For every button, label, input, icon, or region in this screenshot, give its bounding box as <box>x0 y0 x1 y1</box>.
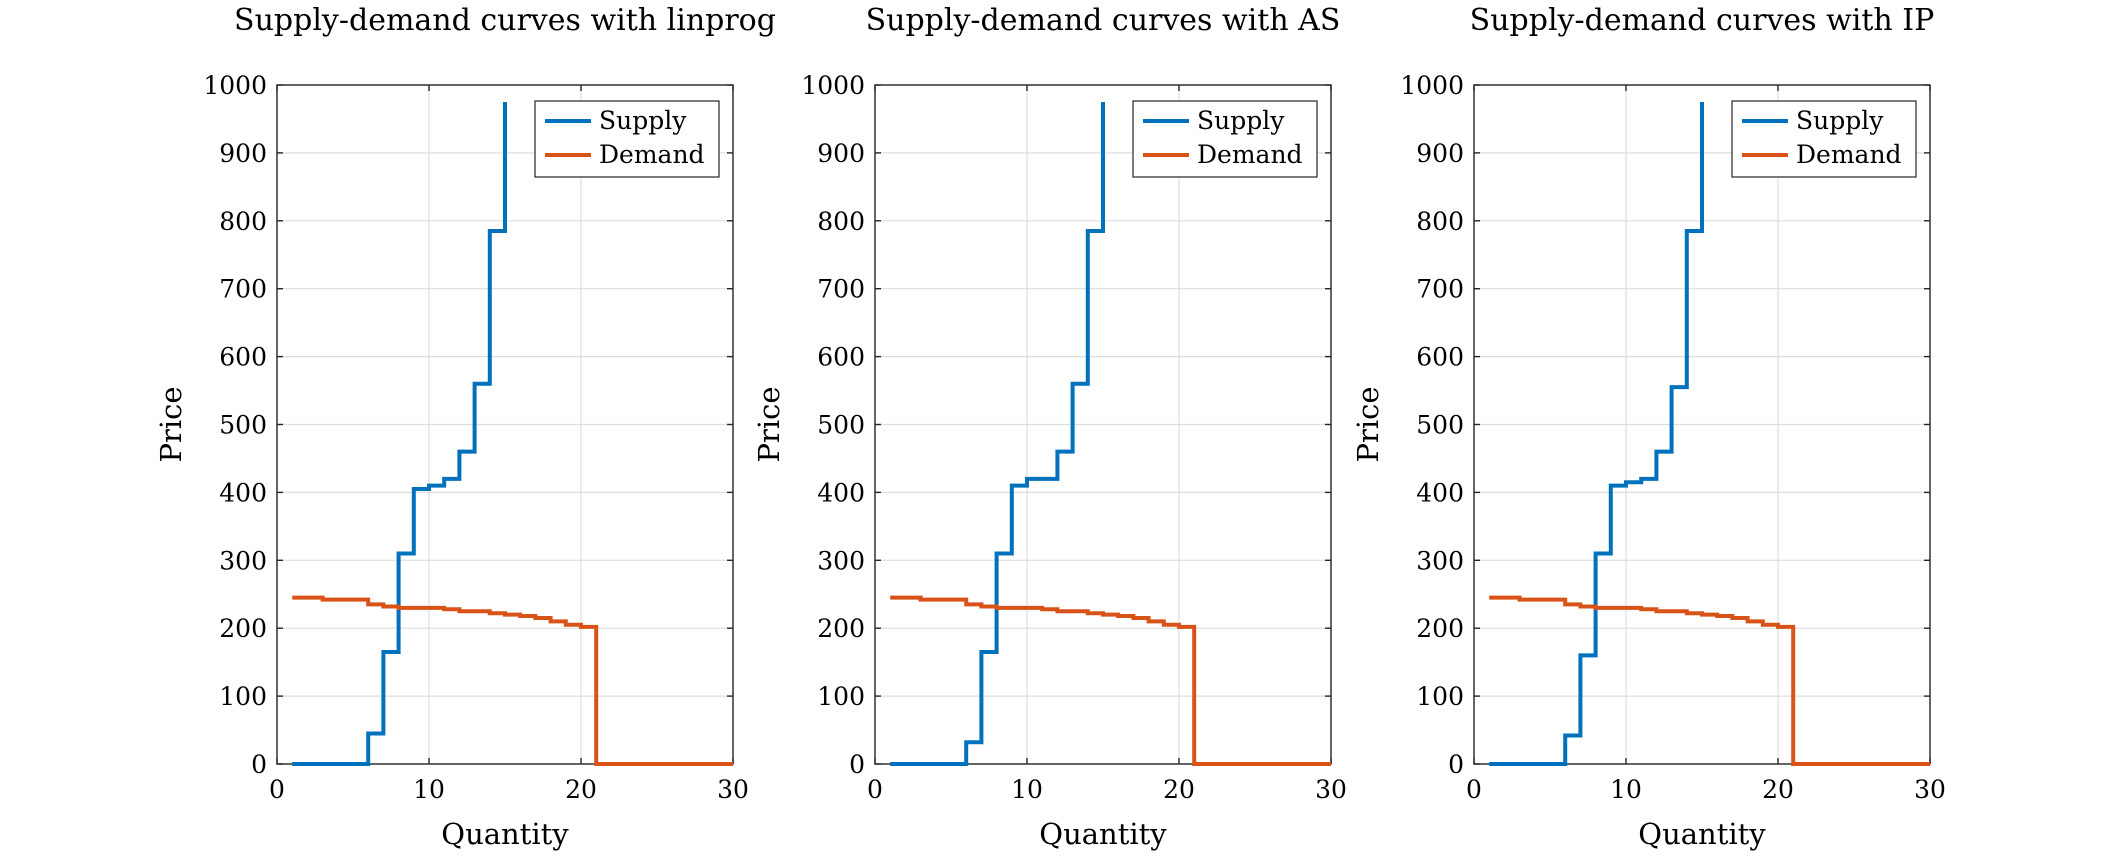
y-tick-label: 800 <box>219 207 267 236</box>
y-tick-label: 1000 <box>203 71 267 100</box>
x-tick-label: 30 <box>1315 775 1347 804</box>
legend-label-demand: Demand <box>1796 140 1902 169</box>
y-tick-label: 0 <box>849 750 865 779</box>
y-tick-label: 200 <box>1416 614 1464 643</box>
series-group <box>1489 101 1930 766</box>
series-group <box>890 101 1331 766</box>
y-tick-label: 400 <box>817 478 865 507</box>
x-axis-label: Quantity <box>1638 817 1766 851</box>
series-line-demand <box>890 595 1331 766</box>
y-tick-label: 0 <box>251 750 267 779</box>
x-tick-label: 20 <box>1163 775 1195 804</box>
series-line-supply <box>890 101 1105 766</box>
y-tick-label: 900 <box>219 139 267 168</box>
legend-label-supply: Supply <box>599 106 687 135</box>
y-tick-label: 1000 <box>1400 71 1464 100</box>
y-tick-label: 500 <box>817 411 865 440</box>
x-tick-label: 10 <box>413 775 445 804</box>
series-line-supply <box>292 101 507 766</box>
x-axis-label: Quantity <box>441 817 569 851</box>
series-line-demand <box>1489 595 1930 766</box>
y-axis-label: Price <box>154 386 188 462</box>
legend-label-supply: Supply <box>1197 106 1285 135</box>
legend-box <box>1731 100 1917 178</box>
y-tick-label: 800 <box>817 207 865 236</box>
chart-panel-1: 0 10 20 3001002003004005006007008009001000S… <box>154 3 776 851</box>
y-tick-label: 700 <box>219 275 267 304</box>
x-tick-label: 0 <box>867 775 883 804</box>
x-tick-label: 10 <box>1610 775 1642 804</box>
chart-title: Supply-demand curves with AS <box>866 3 1341 38</box>
y-tick-label: 300 <box>817 546 865 575</box>
y-tick-label: 200 <box>219 614 267 643</box>
x-axis-label: Quantity <box>1039 817 1167 851</box>
chart-panel-2: 0 10 20 3001002003004005006007008009001000S… <box>752 3 1347 851</box>
y-tick-label: 100 <box>219 682 267 711</box>
legend-label-supply: Supply <box>1796 106 1884 135</box>
chart-title: Supply-demand curves with linprog <box>234 3 776 38</box>
legend-box <box>534 100 720 178</box>
chart-title: Supply-demand curves with IP <box>1470 3 1935 38</box>
x-tick-label: 30 <box>1914 775 1946 804</box>
legend: Supply Demand <box>1132 100 1318 178</box>
charts-container: 0 10 20 3001002003004005006007008009001000S… <box>154 3 1946 851</box>
y-tick-label: 100 <box>1416 682 1464 711</box>
legend: Supply Demand <box>1731 100 1917 178</box>
y-tick-label: 600 <box>219 343 267 372</box>
y-axis-label: Price <box>1351 386 1385 462</box>
legend-box <box>1132 100 1318 178</box>
y-tick-label: 900 <box>1416 139 1464 168</box>
series-line-demand <box>292 595 733 766</box>
series-line-supply <box>1489 101 1704 766</box>
x-tick-label: 10 <box>1011 775 1043 804</box>
legend-label-demand: Demand <box>599 140 705 169</box>
x-tick-label: 30 <box>717 775 749 804</box>
y-tick-label: 700 <box>1416 275 1464 304</box>
x-tick-label: 0 <box>269 775 285 804</box>
y-tick-label: 0 <box>1448 750 1464 779</box>
legend-label-demand: Demand <box>1197 140 1303 169</box>
x-tick-label: 0 <box>1466 775 1482 804</box>
y-tick-label: 600 <box>817 343 865 372</box>
x-tick-label: 20 <box>1762 775 1794 804</box>
series-group <box>292 101 733 766</box>
y-tick-label: 400 <box>1416 478 1464 507</box>
legend: Supply Demand <box>534 100 720 178</box>
x-tick-label: 20 <box>565 775 597 804</box>
y-axis-label: Price <box>752 386 786 462</box>
y-tick-label: 800 <box>1416 207 1464 236</box>
chart-panel-3: 0 10 20 3001002003004005006007008009001000S… <box>1351 3 1946 851</box>
y-tick-label: 600 <box>1416 343 1464 372</box>
y-tick-label: 300 <box>219 546 267 575</box>
y-tick-label: 500 <box>1416 411 1464 440</box>
y-tick-label: 900 <box>817 139 865 168</box>
y-tick-label: 1000 <box>801 71 865 100</box>
y-tick-label: 400 <box>219 478 267 507</box>
y-tick-label: 700 <box>817 275 865 304</box>
y-tick-label: 200 <box>817 614 865 643</box>
y-tick-label: 100 <box>817 682 865 711</box>
y-tick-label: 300 <box>1416 546 1464 575</box>
y-tick-label: 500 <box>219 411 267 440</box>
